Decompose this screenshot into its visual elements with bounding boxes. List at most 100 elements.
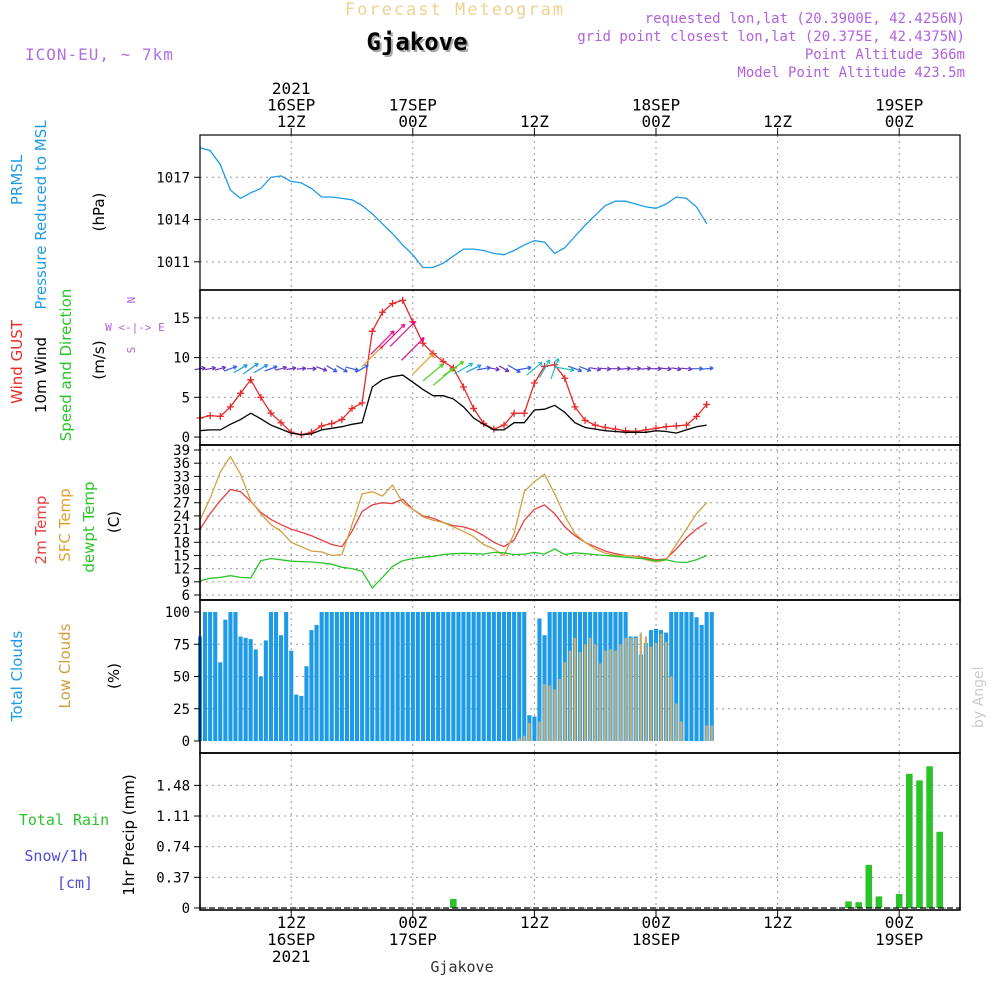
- bar-clouds-0-50: [451, 612, 456, 741]
- xtick-top-label-4-0: 12Z: [763, 112, 792, 131]
- xtick-top-label-2-0: 12Z: [520, 112, 549, 131]
- bar-clouds-0-59: [496, 612, 501, 741]
- wind-arrow-25: [442, 361, 465, 377]
- ytick-label-temperature-7: 27: [173, 496, 190, 512]
- ytick-label-wind-1: 5: [182, 390, 190, 406]
- bar-clouds-0-2: [208, 612, 213, 741]
- bar-clouds-1-89: [649, 646, 653, 741]
- gust-marker-47: [672, 422, 680, 430]
- bar-clouds-0-6: [228, 612, 233, 741]
- wind-arrow-23: [422, 363, 444, 382]
- gust-marker-24: [439, 358, 447, 366]
- bar-clouds-0-53: [466, 612, 471, 741]
- ytick-label-pressure-1: 1014: [156, 213, 190, 229]
- xtick-top-label-1-1: 00Z: [398, 112, 427, 131]
- bar-clouds-0-31: [355, 612, 360, 741]
- gust-marker-49: [693, 412, 701, 420]
- bar-clouds-1-91: [659, 633, 663, 741]
- xtick-bottom-label-0-2: 2021: [272, 947, 311, 966]
- bar-clouds-0-1: [203, 612, 208, 741]
- ytick-label-clouds-1: 25: [173, 702, 190, 718]
- ytick-label-temperature-5: 21: [173, 522, 190, 538]
- temp-label-dewpt: dewpt Temp: [80, 481, 98, 572]
- gust-marker-6: [257, 393, 265, 401]
- gust-marker-26: [459, 383, 467, 391]
- compass-north: N: [125, 297, 138, 304]
- ytick-label-wind-2: 10: [173, 351, 190, 367]
- precip-label-rain: Total Rain: [19, 811, 109, 829]
- xtick-top-label-1-0: 17SEP: [389, 96, 437, 115]
- ytick-label-clouds-4: 100: [165, 605, 190, 621]
- wind-arrow-27: [465, 364, 482, 373]
- bar-clouds-0-46: [431, 612, 436, 741]
- wind-arrow-11: [306, 366, 317, 372]
- bar-clouds-1-80: [604, 650, 607, 741]
- xtick-bottom-label-0-1: 16SEP: [267, 930, 315, 949]
- cloud-label-total: Total Clouds: [8, 631, 26, 723]
- bar-clouds-0-19: [294, 694, 299, 741]
- temp-label-sfc: SFC Temp: [56, 488, 74, 561]
- bar-clouds-0-52: [461, 612, 466, 741]
- wind-arrow-46: [660, 366, 672, 372]
- bar-clouds-0-67: [537, 618, 542, 741]
- bar-clouds-0-41: [405, 612, 410, 741]
- wind-arrow-41: [610, 366, 621, 372]
- wind-arrow-20: [389, 320, 416, 347]
- wind-arrow-40: [599, 366, 612, 372]
- wind-arrow-39: [589, 366, 602, 372]
- gust-marker-25: [449, 364, 457, 372]
- bar-clouds-0-8: [238, 636, 243, 741]
- bar-clouds-0-48: [441, 612, 446, 741]
- bar-clouds-0-16: [279, 635, 284, 741]
- bar-clouds-0-99: [699, 624, 704, 741]
- bar-precip-0-69: [895, 893, 903, 908]
- bar-clouds-0-34: [370, 612, 375, 741]
- gust-marker-7: [267, 409, 275, 417]
- ytick-label-wind-0: 0: [182, 430, 190, 446]
- wind-arrow-16: [355, 364, 369, 373]
- ytick-label-temperature-9: 33: [173, 469, 190, 485]
- bar-clouds-0-3: [213, 612, 218, 741]
- gust-marker-18: [378, 308, 386, 316]
- bar-clouds-0-63: [517, 612, 522, 741]
- bar-clouds-0-21: [304, 666, 309, 741]
- bar-precip-0-66: [865, 864, 873, 908]
- bar-clouds-1-86: [634, 637, 637, 741]
- bar-clouds-1-65: [528, 722, 531, 741]
- xtick-top-label-0-0: 2021: [272, 79, 311, 98]
- ytick-label-temperature-4: 18: [173, 535, 190, 551]
- bar-clouds-0-70: [552, 612, 557, 741]
- bar-clouds-0-20: [299, 695, 304, 741]
- wind-arrow-5: [242, 362, 259, 375]
- wind-arrow-10: [296, 366, 307, 371]
- bar-clouds-0-95: [679, 612, 684, 741]
- bar-clouds-0-54: [471, 612, 476, 741]
- bar-clouds-0-101: [709, 612, 714, 741]
- ytick-label-temperature-6: 24: [173, 509, 190, 525]
- gust-marker-39: [591, 421, 599, 429]
- bar-clouds-1-78: [594, 644, 597, 742]
- gust-marker-13: [328, 420, 336, 428]
- xtick-bottom-label-5-0: 00Z: [885, 913, 914, 932]
- wind-label-dir: Speed and Direction: [57, 289, 75, 442]
- wind-arrow-29: [488, 366, 500, 372]
- series-line-pressure-0: [199, 147, 708, 269]
- gust-marker-31: [510, 409, 518, 417]
- grid-point-coords: grid point closest lon,lat (20.375E, 42.…: [577, 29, 965, 45]
- xtick-bottom-label-1-1: 17SEP: [389, 930, 437, 949]
- bar-clouds-1-72: [563, 662, 566, 741]
- wind-arrow-18: [370, 330, 395, 355]
- temp-label-2m: 2m Temp: [32, 496, 50, 565]
- bar-clouds-1-68: [543, 684, 546, 741]
- ytick-label-clouds-0: 0: [182, 734, 190, 750]
- station-title-front: Gjakove: [366, 28, 467, 56]
- wind-arrow-47: [671, 366, 682, 372]
- wind-arrow-1: [204, 365, 216, 371]
- bar-clouds-0-7: [233, 612, 238, 741]
- bar-precip-0-64: [845, 901, 852, 908]
- bar-clouds-0-40: [400, 612, 405, 741]
- bar-precip-0-71: [916, 780, 923, 908]
- gust-marker-14: [338, 416, 346, 424]
- wind-label-10m: 10m Wind: [32, 337, 50, 413]
